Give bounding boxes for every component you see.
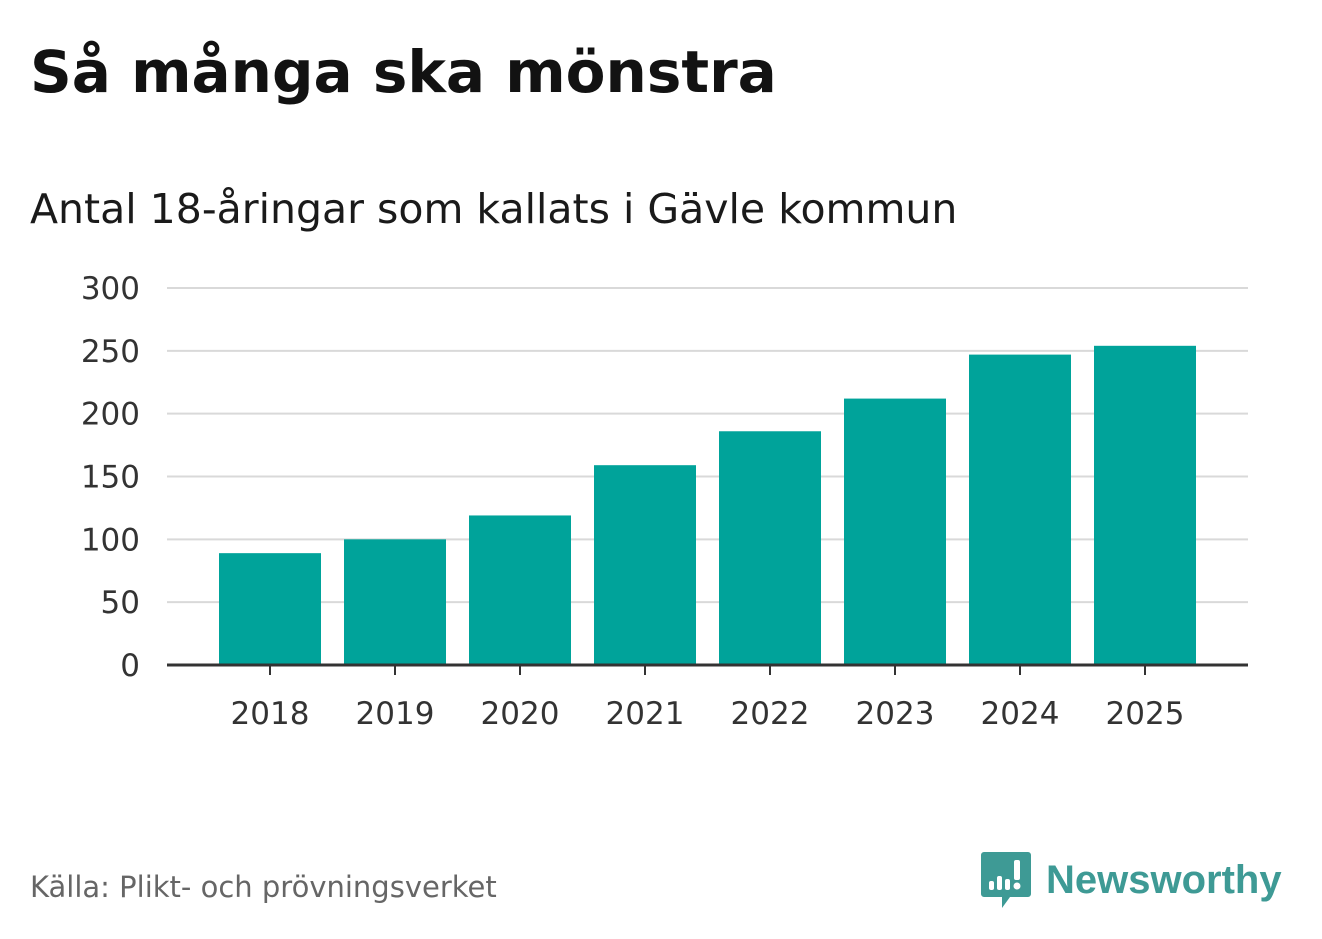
y-tick-label: 250 <box>81 334 140 370</box>
bar-2018 <box>219 553 321 665</box>
bar-2019 <box>344 539 446 665</box>
source-note: Källa: Plikt- och prövningsverket <box>30 870 497 904</box>
y-tick-label: 300 <box>81 271 140 307</box>
x-tick-label: 2023 <box>856 696 935 732</box>
x-tick-label: 2019 <box>356 696 435 732</box>
x-tick-label: 2021 <box>606 696 685 732</box>
x-tick-label: 2022 <box>731 696 810 732</box>
bar-2021 <box>594 465 696 665</box>
bar-2022 <box>719 431 821 665</box>
y-tick-label: 50 <box>101 585 140 621</box>
x-tick-label: 2025 <box>1106 696 1185 732</box>
y-axis-ticks: 0 50 100 150 200 250 300 <box>81 271 140 684</box>
y-tick-label: 100 <box>81 522 140 558</box>
grid-lines <box>167 287 1248 604</box>
y-tick-label: 200 <box>81 397 140 433</box>
y-tick-label: 0 <box>120 648 140 684</box>
brand-logo[interactable]: Newsworthy <box>980 850 1282 910</box>
newsworthy-logo-icon <box>981 852 1031 908</box>
bars <box>219 345 1196 665</box>
x-axis-ticks: 2018 2019 2020 2021 2022 2023 2024 2025 <box>231 665 1185 732</box>
x-tick-label: 2024 <box>981 696 1060 732</box>
y-tick-label: 150 <box>81 460 140 496</box>
bar-2023 <box>844 398 946 665</box>
chart-title: Så många ska mönstra <box>30 38 777 106</box>
chart-subtitle: Antal 18-åringar som kallats i Gävle kom… <box>30 185 958 233</box>
x-tick-label: 2020 <box>481 696 560 732</box>
bar-2025 <box>1094 345 1196 665</box>
brand-name: Newsworthy <box>1046 857 1282 902</box>
bar-2020 <box>469 515 571 665</box>
x-tick-label: 2018 <box>231 696 310 732</box>
bar-2024 <box>969 354 1071 665</box>
